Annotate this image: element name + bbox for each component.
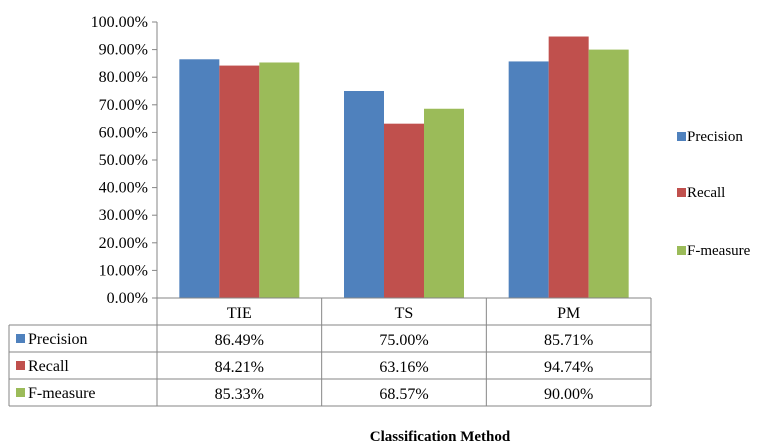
table-header-tie: TIE [227, 305, 252, 322]
bar-precision-ts [344, 91, 384, 298]
legend-label: F-measure [687, 243, 751, 259]
legend-key [677, 132, 686, 141]
table-cell: 90.00% [544, 386, 593, 403]
y-tick-label: 70.00% [99, 97, 148, 114]
legend-label: Recall [687, 185, 725, 201]
bars [179, 36, 629, 299]
table-cell: 86.49% [215, 332, 264, 349]
y-tick-label: 50.00% [99, 152, 148, 169]
table-cell: 94.74% [544, 359, 593, 376]
table-row-name: Precision [28, 331, 88, 348]
table-row-name: Recall [28, 358, 69, 375]
bar-f-measure-tie [259, 62, 300, 299]
table-cell: 85.71% [544, 332, 593, 349]
table-header-pm: PM [557, 305, 580, 322]
table-row-key [16, 361, 25, 370]
x-axis-title: Classification Method [370, 429, 511, 445]
y-tick-label: 80.00% [99, 69, 148, 86]
table-cell: 75.00% [379, 332, 428, 349]
y-tick-label: 40.00% [99, 180, 148, 197]
legend-label: Precision [687, 129, 743, 145]
bar-recall-pm [548, 36, 589, 298]
table-cell: 63.16% [379, 359, 428, 376]
legend-key [677, 246, 686, 255]
table-row-key [16, 388, 25, 397]
legend-key [677, 188, 686, 197]
bar-recall-ts [384, 123, 424, 298]
legend: Precision Recall F-measure [677, 129, 751, 259]
table-cell: 84.21% [215, 359, 264, 376]
data-table: TIE TS PM Precision 86.49% 75.00% 85.71% Recall… [8, 297, 652, 407]
bar-precision-tie [179, 59, 220, 299]
table-cell: 68.57% [379, 386, 428, 403]
bar-f-measure-ts [424, 108, 464, 299]
table-row-key [16, 334, 25, 343]
table-header-ts: TS [395, 305, 414, 322]
y-tick-label: 60.00% [99, 124, 148, 141]
bar-precision-pm [508, 61, 549, 298]
table-row-name: F-measure [28, 385, 96, 402]
bar-f-measure-pm [588, 49, 629, 298]
table-cell: 85.33% [215, 386, 264, 403]
y-tick-label: 30.00% [99, 207, 148, 224]
y-tick-label: 20.00% [99, 235, 148, 252]
y-tick-label: 90.00% [99, 42, 148, 59]
y-tick-label: 0.00% [107, 290, 148, 307]
y-tick-label: 100.00% [91, 14, 148, 31]
y-tick-label: 10.00% [99, 262, 148, 279]
bar-recall-tie [219, 65, 260, 298]
y-axis: 0.00% 10.00% 20.00% 30.00% 40.00% 50.00% 60.00… [91, 14, 158, 307]
